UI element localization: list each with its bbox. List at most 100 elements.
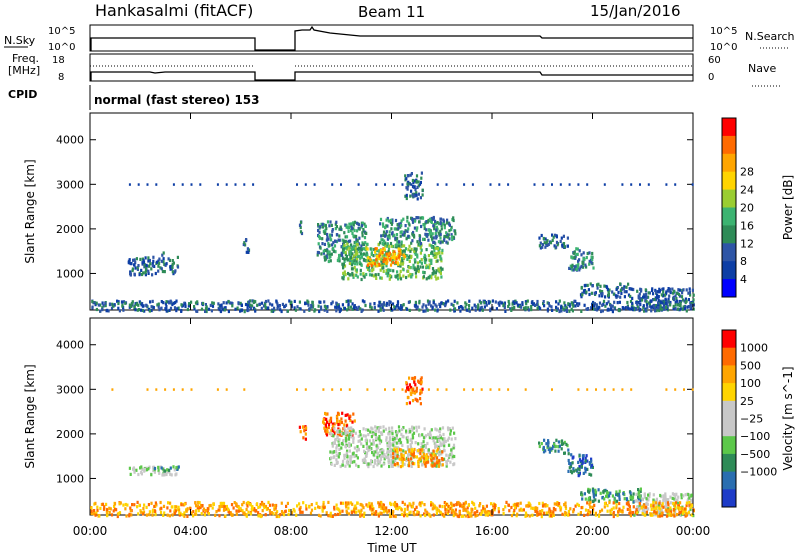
echo-cell bbox=[568, 461, 571, 465]
echo-cell bbox=[315, 501, 318, 505]
echo-cell bbox=[408, 427, 411, 432]
echo-cell bbox=[397, 226, 400, 230]
echo-cell bbox=[340, 388, 342, 391]
echo-cell bbox=[410, 172, 413, 176]
echo-cell bbox=[247, 303, 250, 307]
echo-cell bbox=[589, 258, 593, 262]
echo-cell bbox=[343, 426, 346, 430]
echo-cell bbox=[412, 431, 416, 435]
echo-cell bbox=[622, 492, 625, 496]
echo-cell bbox=[465, 308, 468, 312]
echo-cell bbox=[603, 284, 606, 288]
echo-cell bbox=[331, 228, 334, 232]
echo-cell bbox=[536, 306, 539, 310]
echo-cell bbox=[235, 512, 238, 516]
echo-cell bbox=[237, 509, 240, 513]
echo-cell bbox=[404, 450, 407, 455]
echo-cell bbox=[168, 301, 171, 305]
echo-cell bbox=[431, 464, 434, 468]
echo-cell bbox=[426, 441, 429, 446]
echo-cell bbox=[524, 388, 527, 391]
echo-cell bbox=[434, 427, 437, 431]
echo-cell bbox=[414, 271, 417, 275]
echo-cell bbox=[412, 218, 415, 222]
echo-cell bbox=[385, 264, 388, 268]
echo-cell bbox=[484, 513, 487, 517]
echo-cell bbox=[438, 247, 441, 251]
echo-cell bbox=[325, 511, 328, 515]
echo-cell bbox=[606, 495, 609, 499]
echo-cell bbox=[672, 307, 675, 311]
echo-cell bbox=[671, 492, 674, 496]
echo-cell bbox=[249, 512, 253, 516]
echo-cell bbox=[445, 221, 449, 225]
echo-cell bbox=[245, 514, 248, 518]
echo-cell bbox=[124, 502, 127, 507]
echo-cell bbox=[426, 220, 430, 224]
echo-cell bbox=[175, 466, 178, 470]
echo-cell bbox=[320, 252, 323, 256]
echo-cell bbox=[144, 269, 147, 273]
echo-cell bbox=[454, 232, 457, 236]
echo-cell bbox=[654, 501, 658, 505]
echo-cell bbox=[681, 506, 684, 511]
echo-cell bbox=[413, 219, 417, 223]
echo-cell bbox=[257, 511, 260, 515]
echo-cell bbox=[604, 304, 607, 308]
echo-cell bbox=[404, 174, 407, 178]
echo-cell bbox=[587, 496, 590, 500]
echo-cell bbox=[161, 473, 164, 477]
echo-cell bbox=[618, 309, 621, 313]
echo-cell bbox=[421, 193, 424, 197]
echo-cell bbox=[423, 226, 426, 231]
echo-cell bbox=[284, 303, 288, 307]
echo-cell bbox=[157, 465, 160, 469]
echo-cell bbox=[244, 302, 248, 307]
echo-cell bbox=[94, 501, 97, 505]
echo-cell bbox=[586, 513, 589, 517]
echo-cell bbox=[644, 288, 647, 292]
echo-cell bbox=[635, 499, 638, 503]
echo-cell bbox=[413, 391, 416, 395]
echo-cell bbox=[524, 514, 527, 518]
echo-cell bbox=[656, 502, 659, 506]
echo-cell bbox=[367, 256, 370, 260]
echo-cell bbox=[330, 462, 333, 466]
echo-cell bbox=[590, 261, 593, 265]
echo-cell bbox=[238, 507, 242, 511]
echo-cell bbox=[434, 444, 437, 448]
echo-cell bbox=[414, 302, 418, 306]
echo-cell bbox=[414, 507, 417, 512]
echo-cell bbox=[245, 507, 248, 512]
echo-cell bbox=[347, 271, 350, 276]
echo-cell bbox=[545, 442, 548, 446]
echo-cell bbox=[419, 242, 423, 246]
echo-cell bbox=[412, 263, 415, 267]
echo-cell bbox=[386, 234, 390, 238]
echo-cell bbox=[436, 459, 439, 463]
echo-cell bbox=[322, 500, 325, 505]
echo-cell bbox=[640, 298, 644, 302]
echo-cell bbox=[664, 495, 667, 499]
echo-cell bbox=[659, 512, 662, 516]
echo-cell bbox=[408, 244, 411, 248]
echo-cell bbox=[264, 504, 268, 509]
echo-cell bbox=[335, 225, 338, 229]
echo-cell bbox=[338, 227, 341, 231]
echo-cell bbox=[631, 495, 635, 499]
echo-cell bbox=[651, 513, 654, 517]
echo-cell bbox=[662, 290, 665, 294]
echo-cell bbox=[438, 504, 441, 508]
echo-cell bbox=[639, 183, 641, 186]
echo-cell bbox=[112, 509, 115, 513]
echo-cell bbox=[663, 307, 666, 311]
echo-cell bbox=[345, 235, 349, 239]
echo-cell bbox=[630, 287, 633, 291]
echo-cell bbox=[438, 430, 441, 434]
echo-cell bbox=[595, 304, 598, 308]
echo-cell bbox=[103, 505, 106, 509]
echo-cell bbox=[611, 494, 614, 498]
echo-cell bbox=[430, 261, 433, 265]
echo-cell bbox=[474, 305, 477, 309]
echo-cell bbox=[337, 427, 340, 431]
